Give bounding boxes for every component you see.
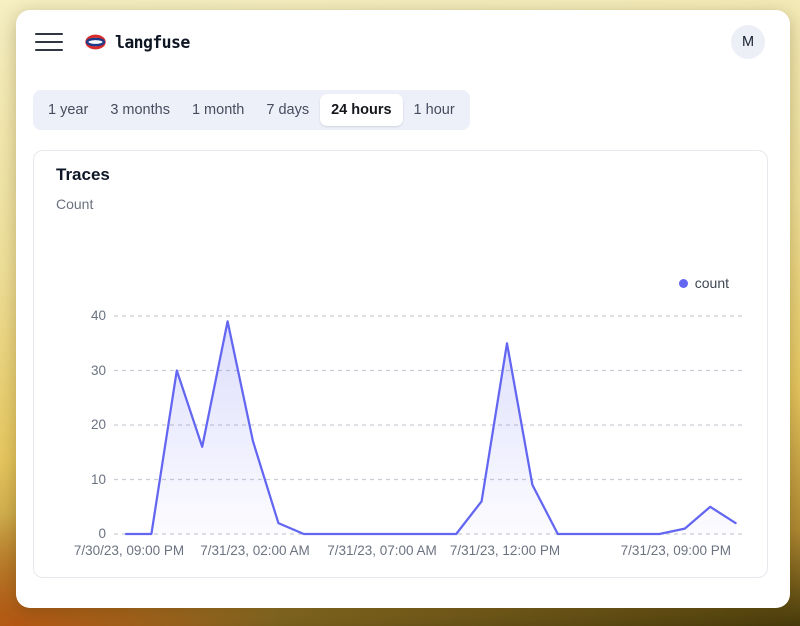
legend-dot xyxy=(678,278,688,288)
time-range-tabs: 1 year 3 months 1 month 7 days 24 hours … xyxy=(33,90,470,130)
y-axis-tick: 40 xyxy=(90,308,106,323)
x-axis-tick: 7/30/23, 09:00 PM xyxy=(73,543,185,558)
hamburger-icon xyxy=(35,33,63,36)
tab-1-month[interactable]: 1 month xyxy=(181,94,255,126)
app-window: langfuse M 1 year 3 months 1 month 7 day… xyxy=(16,10,790,608)
chart-legend: count xyxy=(678,275,729,291)
hamburger-menu-button[interactable] xyxy=(35,33,63,51)
traces-chart xyxy=(114,315,746,536)
langfuse-logo-icon xyxy=(85,34,106,50)
brand-name: langfuse xyxy=(115,32,190,52)
y-axis-tick: 10 xyxy=(90,472,106,487)
y-axis-tick: 30 xyxy=(90,363,106,378)
tab-1-hour[interactable]: 1 hour xyxy=(403,94,466,126)
legend-label: count xyxy=(694,275,729,291)
tab-3-months[interactable]: 3 months xyxy=(99,94,181,126)
traces-card: Traces Count count 40 30 20 10 0 7/30/23… xyxy=(33,150,768,578)
brand: langfuse xyxy=(85,33,190,52)
tab-24-hours[interactable]: 24 hours xyxy=(320,94,403,126)
x-axis-tick: 7/31/23, 09:00 PM xyxy=(620,543,731,558)
card-subtitle: Count xyxy=(56,196,94,212)
tab-1-year[interactable]: 1 year xyxy=(37,94,99,126)
x-axis-tick: 7/31/23, 07:00 AM xyxy=(327,543,437,558)
card-title: Traces xyxy=(56,165,110,184)
tab-7-days[interactable]: 7 days xyxy=(255,94,320,126)
x-axis-tick: 7/31/23, 02:00 AM xyxy=(200,543,310,558)
y-axis-tick: 20 xyxy=(90,417,106,432)
y-axis-tick: 0 xyxy=(98,526,106,541)
user-avatar[interactable]: M xyxy=(731,25,765,59)
x-axis-tick: 7/31/23, 12:00 PM xyxy=(449,543,561,558)
top-navigation: langfuse M xyxy=(16,10,790,74)
